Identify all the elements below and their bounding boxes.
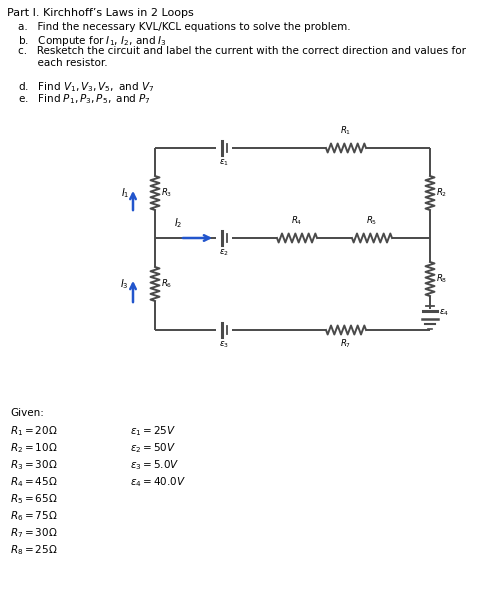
Text: $R_6$: $R_6$ [161,278,173,290]
Text: $I_3$: $I_3$ [120,277,129,291]
Text: $\varepsilon_1 = 25V$: $\varepsilon_1 = 25V$ [130,424,176,438]
Text: $\varepsilon_3 = 5.0V$: $\varepsilon_3 = 5.0V$ [130,458,179,472]
Text: $\varepsilon_2 = 50V$: $\varepsilon_2 = 50V$ [130,441,176,455]
Text: d.   Find $V_1, V_3, V_5,$ and $V_7$: d. Find $V_1, V_3, V_5,$ and $V_7$ [18,80,154,94]
Text: Given:: Given: [10,408,44,418]
Text: $R_1$: $R_1$ [340,124,352,137]
Text: $\varepsilon_4 = 40.0V$: $\varepsilon_4 = 40.0V$ [130,475,186,489]
Text: $\varepsilon_2$: $\varepsilon_2$ [219,248,229,259]
Text: a.   Find the necessary KVL/KCL equations to solve the problem.: a. Find the necessary KVL/KCL equations … [18,22,351,32]
Text: $R_1 = 20\Omega$: $R_1 = 20\Omega$ [10,424,58,438]
Text: $R_5 = 65\Omega$: $R_5 = 65\Omega$ [10,492,58,506]
Text: e.   Find $P_1, P_3, P_5,$ and $P_7$: e. Find $P_1, P_3, P_5,$ and $P_7$ [18,92,151,106]
Text: $R_4$: $R_4$ [291,215,303,227]
Text: Part I. Kirchhoff’s Laws in 2 Loops: Part I. Kirchhoff’s Laws in 2 Loops [7,8,194,18]
Text: c.   Resketch the circuit and label the current with the correct direction and v: c. Resketch the circuit and label the cu… [18,46,466,56]
Text: $R_3 = 30\Omega$: $R_3 = 30\Omega$ [10,458,58,472]
Text: b.   Compute for $I_1$, $I_2$, and $I_3$: b. Compute for $I_1$, $I_2$, and $I_3$ [18,34,167,48]
Text: $R_3$: $R_3$ [161,187,173,199]
Text: $I_1$: $I_1$ [120,186,129,200]
Text: $R_5$: $R_5$ [366,215,378,227]
Text: $R_8$: $R_8$ [436,273,447,285]
Text: $R_7 = 30\Omega$: $R_7 = 30\Omega$ [10,526,58,540]
Text: $\varepsilon_3$: $\varepsilon_3$ [219,340,229,350]
Text: $R_2 = 10\Omega$: $R_2 = 10\Omega$ [10,441,58,455]
Text: $R_2$: $R_2$ [436,187,447,199]
Text: $\varepsilon_4$: $\varepsilon_4$ [439,308,449,318]
Text: $\varepsilon_1$: $\varepsilon_1$ [219,158,229,168]
Text: $I_2$: $I_2$ [174,216,182,230]
Text: each resistor.: each resistor. [18,58,107,68]
Text: $R_6 = 75\Omega$: $R_6 = 75\Omega$ [10,509,58,523]
Text: $R_4 = 45\Omega$: $R_4 = 45\Omega$ [10,475,58,489]
Text: $R_7$: $R_7$ [340,338,352,350]
Text: $R_8 = 25\Omega$: $R_8 = 25\Omega$ [10,543,58,557]
